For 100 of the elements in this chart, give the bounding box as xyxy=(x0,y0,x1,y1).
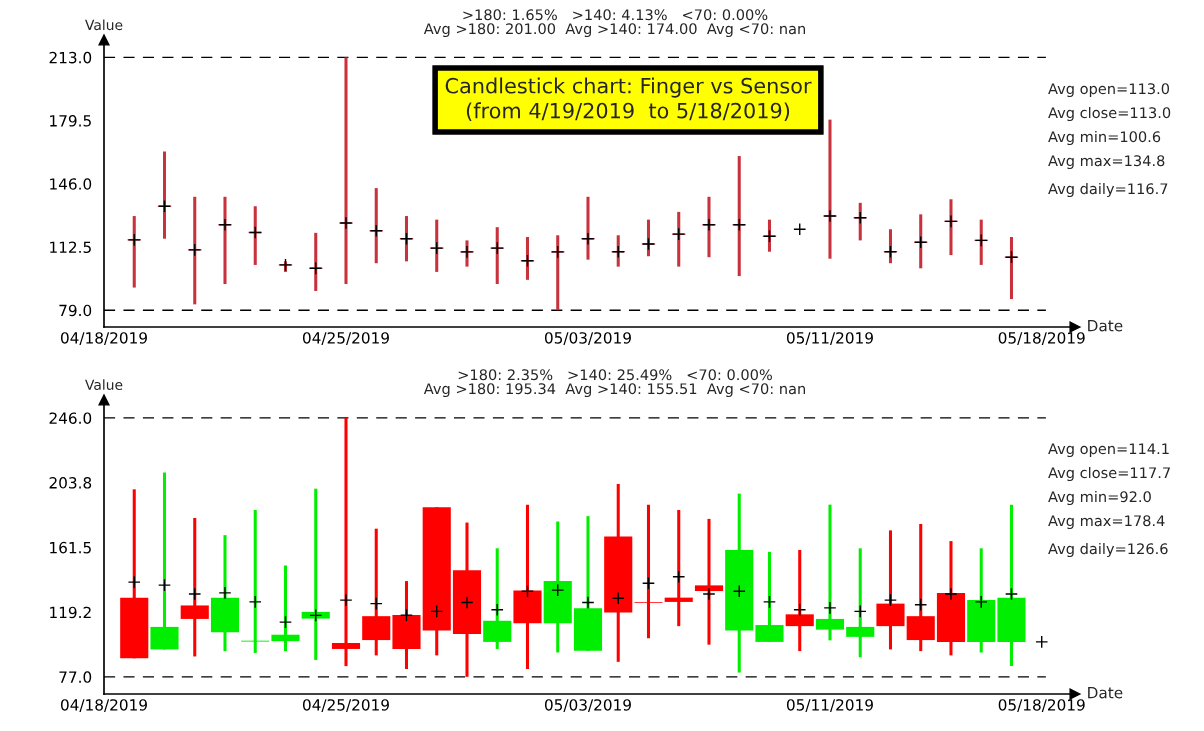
candlestick xyxy=(604,482,633,662)
text: Candlestick chart: Finger vs Sensor (from 4/19/2019 to 5/18/2019) xyxy=(445,77,812,121)
point xyxy=(581,232,595,246)
candlestick xyxy=(876,530,905,650)
point xyxy=(793,222,807,236)
candlestick xyxy=(150,472,179,650)
point xyxy=(551,245,565,259)
point xyxy=(762,595,776,609)
point xyxy=(732,584,746,598)
text: Avg close=117.7 xyxy=(1048,466,1170,482)
text: Avg max=134.8 xyxy=(1048,155,1165,170)
point xyxy=(611,591,625,605)
point xyxy=(1004,250,1018,264)
point xyxy=(702,587,716,601)
text: Avg open=113.0 xyxy=(1048,83,1170,98)
point xyxy=(157,199,172,213)
point xyxy=(430,604,444,618)
y-tick-label: 79.0 xyxy=(59,304,92,317)
y-tick-label: 179.5 xyxy=(50,115,91,127)
candlestick xyxy=(452,522,482,677)
point xyxy=(732,218,746,232)
point xyxy=(218,218,232,232)
point xyxy=(853,604,867,618)
x-tick-label: 04/18/2019 xyxy=(60,332,147,345)
point xyxy=(974,595,988,609)
point xyxy=(581,596,595,610)
point xyxy=(853,211,867,225)
point xyxy=(611,245,625,259)
point xyxy=(309,608,323,622)
point xyxy=(309,261,323,275)
x-tick-label: 05/03/2019 xyxy=(544,332,631,345)
candlestick xyxy=(997,504,1026,667)
point xyxy=(914,598,928,612)
candlestick xyxy=(241,510,270,653)
point xyxy=(460,596,474,610)
candlestick xyxy=(785,549,814,653)
point xyxy=(490,241,504,255)
point xyxy=(157,578,172,592)
point xyxy=(520,584,534,598)
point xyxy=(339,593,353,607)
candlestick xyxy=(694,517,724,645)
point xyxy=(1004,587,1018,601)
x-tick-label: 05/03/2019 xyxy=(544,699,631,712)
text: >180: 1.65% >140: 4.13% <70: 0.00% xyxy=(463,9,768,21)
point xyxy=(430,241,444,255)
point xyxy=(672,227,686,241)
point xyxy=(248,225,262,239)
candlestick xyxy=(392,581,421,670)
point xyxy=(278,615,293,629)
x-tick-label: 05/11/2019 xyxy=(786,332,873,345)
text: Avg >180: 195.34 Avg >140: 155.51 Avg <70: nan xyxy=(423,383,805,398)
point xyxy=(188,587,202,601)
point xyxy=(369,597,383,611)
point xyxy=(399,232,413,246)
y-tick-label: 112.5 xyxy=(50,241,91,254)
point xyxy=(823,209,837,223)
candlestick xyxy=(513,504,542,670)
point xyxy=(127,233,141,247)
text: Avg min=100.6 xyxy=(1048,130,1161,146)
point xyxy=(339,216,353,230)
point xyxy=(1035,635,1049,649)
y-tick-label: 161.5 xyxy=(50,541,91,554)
point xyxy=(520,254,534,268)
point xyxy=(672,570,686,584)
text: Avg min=92.0 xyxy=(1048,490,1151,506)
text: Avg daily=126.6 xyxy=(1048,542,1168,558)
point xyxy=(823,601,837,615)
y-tick-label: 119.2 xyxy=(50,606,91,619)
candlestick xyxy=(180,516,209,657)
point xyxy=(641,237,655,251)
candlestick xyxy=(543,521,572,653)
point xyxy=(399,608,413,622)
point xyxy=(490,603,504,617)
x-tick-label: 04/25/2019 xyxy=(302,699,389,712)
y-tick-label: 246.0 xyxy=(49,412,92,424)
y-tick-label: 77.0 xyxy=(59,671,92,683)
point xyxy=(641,576,655,590)
point xyxy=(702,218,716,232)
point xyxy=(883,593,897,607)
point xyxy=(460,245,474,259)
point xyxy=(551,583,565,597)
y-axis-title: Value xyxy=(85,19,123,31)
y-axis-title: Value xyxy=(85,379,123,390)
point xyxy=(188,243,202,257)
point xyxy=(883,245,897,259)
x-axis-title: Date xyxy=(1088,320,1123,332)
candlestick xyxy=(634,504,663,640)
point xyxy=(762,229,776,243)
point xyxy=(248,595,262,609)
text: Avg >180: 201.00 Avg >140: 174.00 Avg <70: nan xyxy=(423,23,805,38)
point xyxy=(944,214,958,228)
point xyxy=(793,603,807,617)
x-tick-label: 04/25/2019 xyxy=(302,332,389,345)
y-tick-label: 213.0 xyxy=(49,51,92,64)
x-tick-label: 05/11/2019 xyxy=(786,699,873,712)
x-tick-label: 05/18/2019 xyxy=(998,332,1085,345)
point xyxy=(218,586,232,600)
y-tick-label: 203.8 xyxy=(49,477,92,489)
point xyxy=(369,224,383,238)
candlestick xyxy=(422,507,451,656)
